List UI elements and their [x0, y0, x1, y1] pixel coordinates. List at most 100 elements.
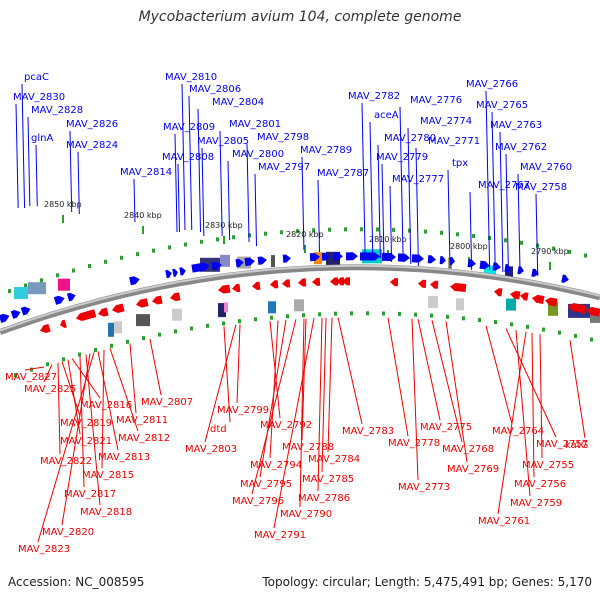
reverse-gene-label: MAV_2795 [240, 479, 292, 490]
forward-gene-leader [499, 131, 504, 273]
scale-tick-bottom [46, 362, 49, 367]
forward-gene-label: MAV_2810 [165, 72, 217, 83]
accession-label: Accession: NC_008595 [8, 575, 145, 589]
forward-gene-leader [317, 179, 321, 253]
scale-tick-bottom [270, 315, 273, 320]
forward-gene-label: MAV_2777 [392, 174, 444, 185]
forward-gene-leader [188, 95, 193, 231]
reverse-gene-leader [337, 317, 363, 425]
scale-tick-top [552, 246, 555, 251]
forward-gene-arrow-13 [257, 256, 267, 265]
reverse-gene-label: MAV_2792 [260, 420, 312, 431]
reverse-gene-leader [273, 318, 315, 529]
scale-tick-top [376, 227, 379, 232]
forward-gene-label: MAV_2780 [384, 133, 436, 144]
forward-gene-leader [227, 160, 231, 241]
forward-gene-arrow-1 [10, 310, 21, 319]
forward-gene-label: MAV_2779 [376, 152, 428, 163]
reverse-gene-label: MAV_2815 [82, 470, 134, 481]
forward-gene-label: MAV_2830 [13, 92, 65, 103]
reverse-gene-label: MAV_2783 [342, 426, 394, 437]
scale-tick-bottom [350, 311, 353, 316]
forward-gene-leader [415, 147, 419, 267]
forward-gene-leader [27, 116, 31, 207]
reverse-gene-leader [24, 366, 45, 371]
scale-tick-top [168, 245, 171, 250]
backbone-layer [0, 264, 600, 335]
forward-gene-leader [407, 127, 412, 265]
scale-tick-top [120, 255, 123, 260]
reverse-gene-label: MAV_2759 [510, 498, 562, 509]
scale-tick-top [136, 252, 139, 257]
scale-label: 2810 kbp [369, 235, 407, 244]
scale-tick-bottom [574, 333, 577, 338]
forward-gene-arrow-0 [0, 313, 10, 323]
forward-gene-arrow-23 [427, 255, 436, 264]
forward-gene-arrow-18 [345, 252, 358, 261]
forward-gene-leader [491, 111, 496, 271]
forward-gene-label: pcaC [24, 72, 49, 83]
forward-gene-label: MAV_2771 [428, 136, 480, 147]
scale-tick-bottom [190, 326, 193, 331]
reverse-gene-label: MAV_2768 [442, 444, 494, 455]
scale-tick-bottom [222, 321, 225, 326]
feature-block-26 [590, 308, 600, 323]
scale-major-tick [142, 226, 144, 234]
forward-gene-arrow-5 [129, 276, 140, 286]
reverse-gene-arrow-15 [330, 277, 339, 286]
scale-tick-bottom [94, 348, 97, 352]
reverse-gene-label: MAV_2778 [388, 438, 440, 449]
forward-gene-arrow-31 [531, 268, 539, 277]
forward-gene-arrow-9 [191, 262, 210, 273]
reverse-gene-label: MAV_2813 [98, 452, 150, 463]
reverse-gene-label: MAV_2796 [232, 496, 284, 507]
reverse-gene-arrow-12 [282, 279, 291, 288]
forward-gene-label: MAV_2760 [520, 162, 572, 173]
forward-gene-label: MAV_2800 [232, 149, 284, 160]
scale-layer [8, 215, 593, 378]
reverse-gene-arrow-26 [545, 297, 558, 307]
scale-tick-bottom [286, 314, 289, 319]
forward-gene-leader [399, 106, 404, 263]
forward-gene-leader [197, 108, 202, 233]
feature-block-19 [268, 301, 276, 314]
forward-gene-arrow-2 [20, 306, 31, 316]
forward-gene-leader [246, 143, 250, 243]
forward-gene-leader [174, 133, 178, 233]
reverse-gene-label: MAV_2827 [5, 372, 57, 383]
reverse-gene-arrow-2 [76, 309, 97, 322]
scale-tick-top [72, 268, 75, 273]
reverse-gene-leader [485, 325, 513, 425]
scale-tick-bottom [318, 312, 321, 317]
forward-gene-leader [15, 103, 19, 209]
scale-major-tick [223, 236, 225, 244]
feature-block-16 [172, 308, 182, 321]
scale-tick-top [472, 234, 475, 238]
forward-gene-label: MAV_2797 [258, 162, 310, 173]
forward-gene-leader [177, 163, 180, 233]
forward-gene-arrow-30 [517, 266, 524, 275]
scale-tick-top [312, 228, 315, 233]
reverse-gene-arrow-8 [218, 284, 231, 294]
forward-gene-leader [389, 185, 393, 263]
reverse-gene-leader [269, 320, 279, 459]
reverse-gene-leader [321, 317, 327, 473]
reverse-gene-label: MAV_2794 [250, 460, 302, 471]
scale-tick-bottom [334, 311, 337, 316]
reverse-gene-leader [109, 348, 139, 432]
reverse-gene-arrow-23 [510, 290, 521, 300]
forward-gene-leader [377, 144, 381, 259]
scale-tick-bottom [302, 313, 305, 318]
feature-block-14 [114, 321, 122, 334]
reverse-gene-label: MAV_2788 [282, 442, 334, 453]
scale-tick-top [408, 228, 411, 233]
forward-gene-leader [201, 147, 205, 237]
scale-major-tick [304, 245, 306, 253]
reverse-gene-label: MAV_2811 [116, 415, 168, 426]
reverse-gene-leader [61, 361, 81, 417]
reverse-gene-leader [569, 340, 586, 439]
reverse-gene-arrow-20 [430, 280, 439, 289]
forward-gene-arrow-16 [321, 252, 330, 261]
forward-gene-label: MAV_2804 [212, 97, 264, 108]
forward-gene-label: MAV_2828 [31, 105, 83, 116]
